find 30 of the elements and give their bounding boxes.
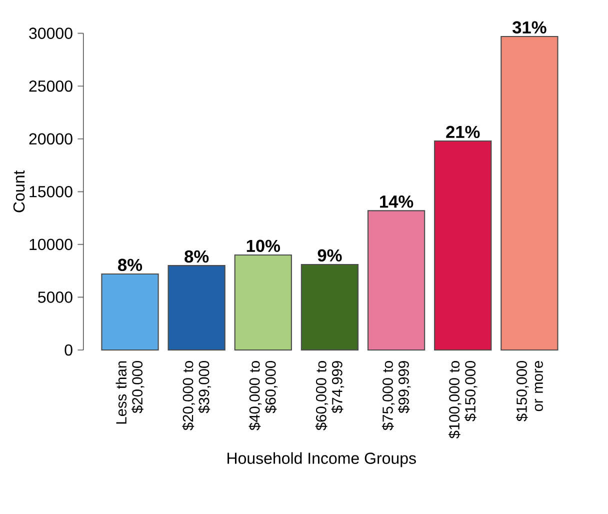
x-tick-label: $75,000 to $99,999: [382, 361, 411, 430]
annotation: 9%: [318, 249, 342, 262]
y-axis-title: Count: [13, 170, 25, 212]
bar: [101, 273, 159, 351]
bar: [500, 36, 558, 351]
y-tick-label: 30000: [29, 28, 72, 39]
x-tick-label: $100,000 to $150,000: [448, 360, 478, 439]
annotation: 8%: [184, 250, 209, 263]
y-tick-label: 25000: [29, 80, 72, 92]
annotation: 14%: [380, 196, 414, 208]
annotation: 8%: [118, 258, 142, 272]
y-tick-label: 20000: [29, 133, 72, 145]
bar: [434, 140, 492, 351]
x-tick-label: $40,000 to $60,000: [248, 360, 278, 430]
x-tick-label: $20,000 to $39,000: [182, 360, 211, 430]
bar: [168, 265, 226, 351]
x-tick-label: $150,000 or more: [516, 360, 543, 422]
annotation: 21%: [446, 126, 480, 138]
x-tick-label: Less than $20,000: [116, 360, 144, 424]
y-tick-label: 15000: [30, 186, 72, 198]
annotation: 10%: [246, 240, 280, 252]
annotation: 31%: [512, 21, 546, 34]
y-tick-label: 0: [64, 344, 72, 356]
y-tick-label: 10000: [30, 238, 72, 250]
bar: [367, 210, 426, 351]
y-tick-label: 5000: [38, 292, 72, 303]
x-tick-label: $60,000 to $74,999: [315, 361, 344, 430]
x-axis-title: Household Income Groups: [228, 452, 416, 468]
bar: [234, 254, 292, 351]
bar: [300, 264, 359, 351]
